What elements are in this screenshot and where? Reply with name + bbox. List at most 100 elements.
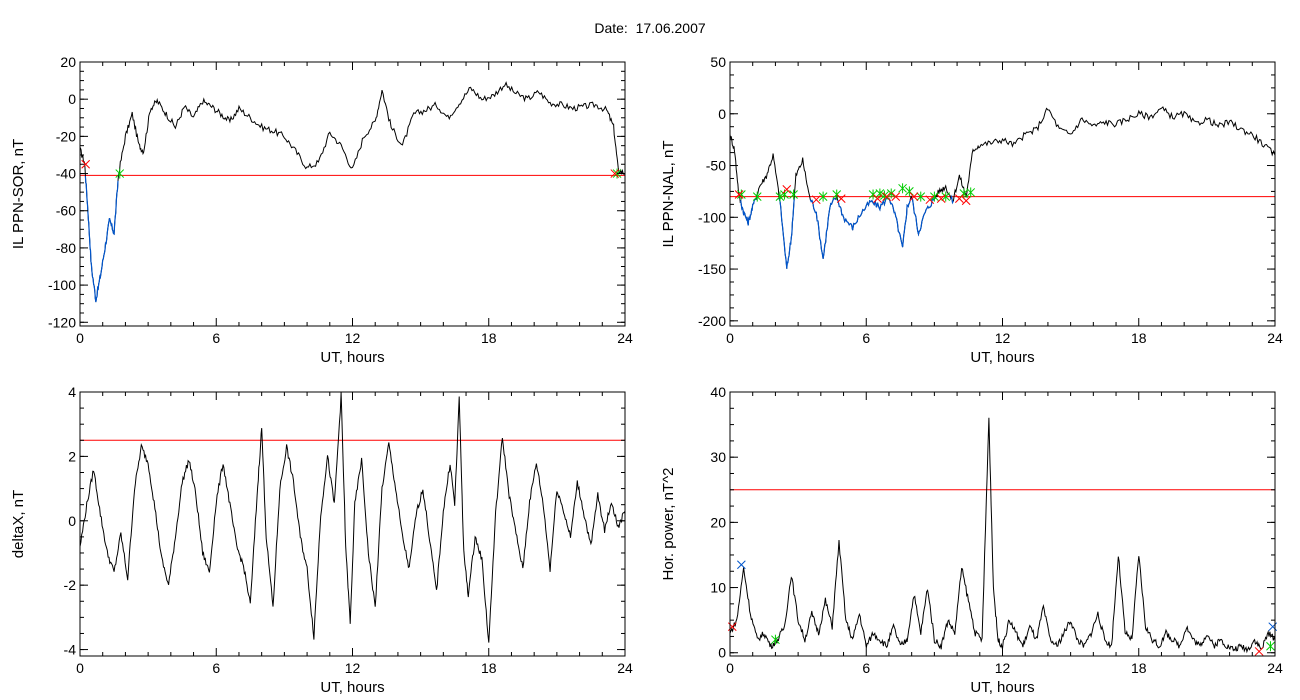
y-tick-label: -4 <box>64 642 77 658</box>
x-tick-label: 0 <box>76 660 84 676</box>
end-marker <box>1254 647 1264 656</box>
y-tick-label: -100 <box>48 277 76 293</box>
y-tick-label: -60 <box>56 203 76 219</box>
y-tick-label: 10 <box>710 580 726 596</box>
start-marker <box>898 183 907 194</box>
x-tick-label: 6 <box>862 660 870 676</box>
x-axis-title: UT, hours <box>320 349 384 366</box>
y-tick-label: 0 <box>718 106 726 122</box>
y-axis-title: Hor. power, nT^2 <box>660 468 677 581</box>
y-tick-label: -40 <box>56 166 76 182</box>
x-tick-label: 0 <box>76 330 84 346</box>
x-axis-title: UT, hours <box>320 679 384 696</box>
start-marker <box>789 189 798 200</box>
plot-frame <box>79 61 626 327</box>
x-tick-label: 18 <box>481 330 497 346</box>
end-marker <box>925 195 935 205</box>
y-tick-label: 0 <box>68 91 76 107</box>
end-marker <box>734 190 744 199</box>
x-tick-label: 0 <box>726 330 734 346</box>
plot-frame <box>729 391 1276 657</box>
below-threshold-segment <box>740 197 966 269</box>
start-marker <box>941 191 951 202</box>
extra-marker <box>1268 622 1278 632</box>
end-marker <box>891 192 901 201</box>
y-tick-label: -50 <box>706 158 726 174</box>
end-marker <box>782 184 792 194</box>
panel-1: 0 6 12 18 24 -120 -100 -80 -60 -40 -20 0 20 UT, hours… <box>10 54 633 366</box>
end-marker <box>811 195 821 205</box>
y-tick-label: -2 <box>64 577 77 593</box>
x-tick-label: 18 <box>481 660 497 676</box>
y-tick-label: -120 <box>48 314 76 330</box>
series-line <box>729 417 1276 654</box>
x-tick-label: 12 <box>995 330 1011 346</box>
x-tick-label: 0 <box>726 660 734 676</box>
x-tick-label: 24 <box>1267 330 1283 346</box>
y-axis-title: IL PPN-SOR, nT <box>10 139 27 249</box>
x-tick-label: 12 <box>345 330 361 346</box>
end-marker <box>936 194 946 204</box>
x-tick-label: 24 <box>1267 660 1283 676</box>
start-marker <box>916 191 926 202</box>
start-marker <box>930 191 939 202</box>
below-threshold-segment <box>84 176 119 303</box>
y-tick-label: 4 <box>68 384 76 400</box>
y-tick-label: 0 <box>68 513 76 529</box>
start-marker <box>115 168 125 179</box>
y-tick-label: 40 <box>710 384 726 400</box>
x-tick-label: 6 <box>212 660 220 676</box>
x-tick-label: 6 <box>862 330 870 346</box>
start-marker <box>771 634 780 645</box>
y-tick-label: 2 <box>68 448 76 464</box>
y-tick-label: 50 <box>710 54 726 70</box>
y-tick-label: 20 <box>710 514 726 530</box>
start-marker <box>1266 641 1275 652</box>
end-marker <box>882 192 892 201</box>
end-marker <box>836 194 846 204</box>
y-tick-label: -80 <box>56 240 76 256</box>
x-tick-label: 12 <box>345 660 361 676</box>
x-axis-title: UT, hours <box>970 349 1034 366</box>
start-marker <box>775 191 785 202</box>
start-marker <box>832 189 842 200</box>
end-marker <box>955 194 964 204</box>
x-tick-label: 18 <box>1131 330 1147 346</box>
y-tick-label: 30 <box>710 449 726 465</box>
extra-marker <box>737 560 746 570</box>
end-marker <box>610 169 620 178</box>
end-marker <box>873 194 882 204</box>
series-line <box>79 81 626 303</box>
x-tick-label: 18 <box>1131 660 1147 676</box>
x-tick-label: 12 <box>995 660 1011 676</box>
end-marker <box>961 196 971 206</box>
end-marker <box>81 159 91 169</box>
y-tick-label: -200 <box>698 313 726 329</box>
y-tick-label: -100 <box>698 209 726 225</box>
plot-frame <box>729 61 1276 327</box>
page-title: Date: 17.06.2007 <box>594 20 706 36</box>
y-tick-label: -150 <box>698 261 726 277</box>
y-axis-title: IL PPN-NAL, nT <box>660 141 677 248</box>
start-marker <box>818 191 828 202</box>
plot-frame <box>79 391 626 657</box>
x-tick-label: 24 <box>617 660 633 676</box>
start-marker <box>752 191 762 202</box>
series-line <box>729 106 1276 269</box>
y-tick-label: -20 <box>56 128 76 144</box>
start-marker <box>966 187 976 198</box>
y-axis-title: deltaX, nT <box>10 490 27 558</box>
panel-4: 0 6 12 18 24 0 10 20 30 40 UT, hours Hor. power, nT… <box>660 384 1283 696</box>
x-tick-label: 6 <box>212 330 220 346</box>
y-tick-label: 20 <box>60 54 76 70</box>
y-tick-label: 0 <box>718 645 726 661</box>
x-axis-title: UT, hours <box>970 679 1034 696</box>
end-marker <box>909 192 919 201</box>
series-line <box>79 392 626 643</box>
panel-2: 0 6 12 18 24 -200 -150 -100 -50 0 50 UT, hours IL PP… <box>660 54 1283 366</box>
start-marker <box>886 188 896 199</box>
start-marker <box>868 189 878 200</box>
